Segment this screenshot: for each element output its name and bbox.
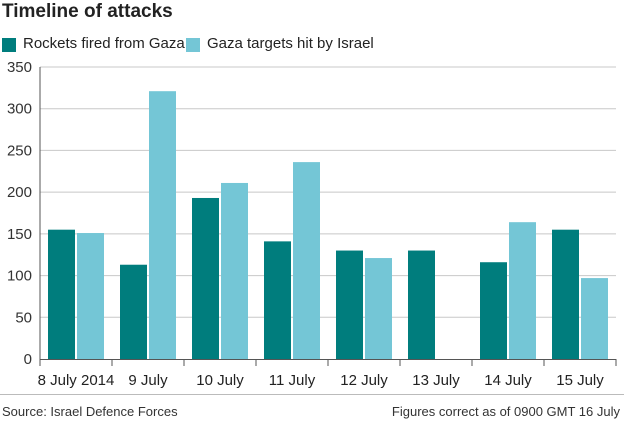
bar-israel-targets [149, 91, 176, 360]
source-note: Source: Israel Defence Forces [2, 404, 178, 419]
bar-rockets [552, 229, 579, 359]
bar-rockets [480, 262, 507, 359]
y-tick-label: 350 [7, 59, 32, 76]
bar-rockets [264, 241, 291, 359]
x-tick-label: 12 July [340, 372, 388, 389]
y-tick-label: 50 [15, 309, 32, 326]
x-tick-label: 10 July [196, 372, 244, 389]
bar-rockets [336, 250, 363, 359]
bar-israel-targets [221, 182, 248, 359]
y-tick-label: 250 [7, 142, 32, 159]
y-tick-label: 0 [24, 351, 32, 368]
bar-israel-targets [365, 258, 392, 359]
legend-label-israel-targets: Gaza targets hit by Israel [207, 35, 374, 52]
bar-rockets [408, 250, 435, 359]
y-tick-label: 300 [7, 101, 32, 118]
legend-swatch-israel-targets [186, 38, 200, 52]
bar-rockets [48, 229, 75, 359]
bar-rockets [192, 197, 219, 359]
timestamp-note: Figures correct as of 0900 GMT 16 July [391, 404, 620, 419]
y-tick-label: 200 [7, 184, 32, 201]
x-tick-label: 11 July [269, 372, 316, 389]
x-tick-label: 14 July [484, 372, 532, 389]
bar-israel-targets [581, 278, 608, 359]
bar-israel-targets [77, 233, 104, 359]
legend-label-rockets: Rockets fired from Gaza [23, 35, 185, 52]
chart-title: Timeline of attacks [2, 1, 173, 22]
bar-israel-targets [293, 162, 320, 359]
bar-israel-targets [509, 222, 536, 359]
bar-rockets [120, 264, 147, 359]
y-tick-label: 100 [7, 268, 32, 285]
legend-swatch-rockets [2, 38, 16, 52]
x-tick-label: 13 July [412, 372, 460, 389]
x-tick-label: 8 July 2014 [38, 372, 115, 389]
x-tick-label: 9 July [128, 372, 168, 389]
x-tick-label: 15 July [556, 372, 604, 389]
y-tick-label: 150 [7, 226, 32, 243]
